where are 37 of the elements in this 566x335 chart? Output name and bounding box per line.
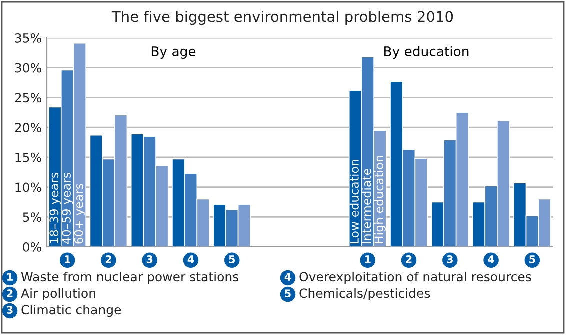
x-tick-label: 4 xyxy=(188,256,194,264)
annotation: By age xyxy=(152,46,196,60)
category-label: 5 xyxy=(285,290,291,298)
category-label: 2 xyxy=(7,290,13,298)
y-tick-label: 5% xyxy=(23,212,42,222)
series-label: High education xyxy=(374,156,386,244)
x-tick-label: 1 xyxy=(65,256,70,264)
x-tick-label: 4 xyxy=(488,256,494,264)
category-label: 3 xyxy=(7,306,13,314)
x-tick-label: 5 xyxy=(530,256,536,264)
y-tick-label: 30% xyxy=(15,63,42,73)
x-tick-label: 5 xyxy=(229,256,236,264)
x-tick-label: 3 xyxy=(146,256,153,264)
category-label: 1 xyxy=(8,273,13,281)
series-label: Intermediate xyxy=(362,169,372,244)
series-label: 40–59 years xyxy=(62,173,74,244)
y-tick-label: 10% xyxy=(16,182,42,192)
y-tick-label: 0% xyxy=(23,242,42,252)
x-tick-label: 3 xyxy=(447,256,453,264)
x-tick-label: 1 xyxy=(365,256,371,264)
text: Chemicals/pesticides xyxy=(300,288,430,301)
text: Climatic change xyxy=(22,304,122,318)
y-tick-label: 25% xyxy=(15,93,42,103)
x-tick-label: 2 xyxy=(406,256,412,264)
y-tick-label: 35% xyxy=(15,33,42,43)
text: The five biggest environmental problems 2010 xyxy=(112,10,454,26)
series-label: 60+ years xyxy=(74,184,86,244)
series-label: Low education xyxy=(350,160,359,244)
y-tick-label: 15% xyxy=(16,152,42,162)
series-label: 18–39 years xyxy=(50,173,61,244)
category-label: 4 xyxy=(284,273,292,281)
y-tick-label: 20% xyxy=(15,123,42,132)
text: Waste from nuclear power stations xyxy=(21,272,239,284)
annotation: By education xyxy=(384,46,469,60)
x-tick-label: 2 xyxy=(106,256,112,264)
text: Air pollution xyxy=(21,288,96,301)
text: Overexploitation of natural resources xyxy=(300,272,532,284)
